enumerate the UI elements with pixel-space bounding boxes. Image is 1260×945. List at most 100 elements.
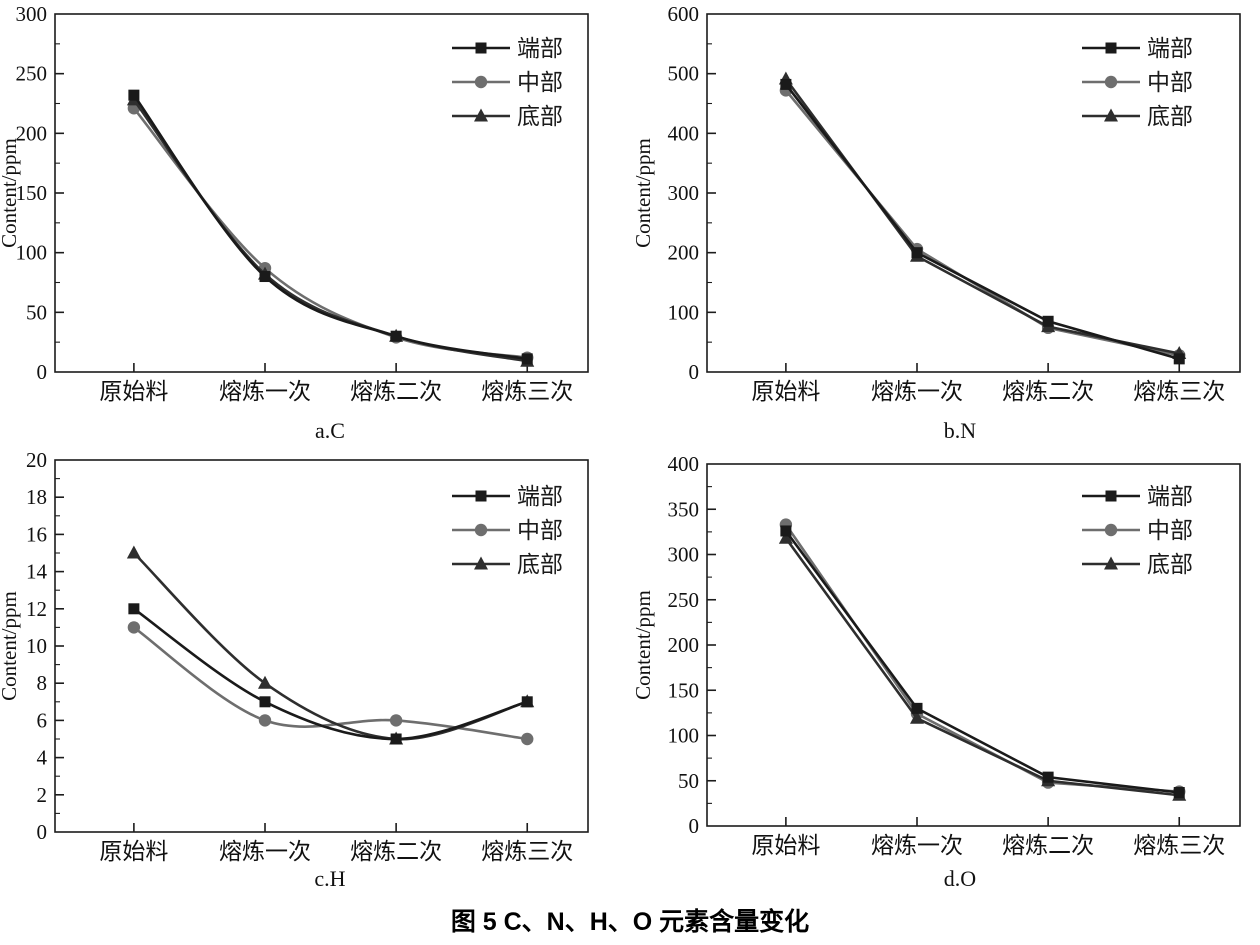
- x-tick-label: 熔炼三次: [1133, 833, 1225, 858]
- chart-a-carbon: 0 50 100 150 200 250 300 原始料 熔炼一次 熔炼二次 熔炼三次 Content…: [0, 0, 630, 448]
- plot-area: 0 2 4 6 8 10 12 14 16 18 20 原始料 熔炼一次 熔炼二次 熔炼三次 Content/…: [0, 448, 589, 864]
- y-tick-label: 150: [16, 181, 48, 205]
- circle-marker: [521, 732, 534, 746]
- x-tick-label: 原始料: [99, 379, 168, 404]
- square-marker: [1173, 787, 1185, 799]
- y-tick-label: 6: [37, 708, 48, 732]
- plot-area: 0 50 100 150 200 250 300 原始料 熔炼一次 熔炼二次 熔炼三次 Content…: [0, 2, 589, 404]
- series-square-line: [784, 530, 1180, 794]
- square-marker: [780, 78, 792, 90]
- square-marker: [475, 42, 487, 54]
- square-marker: [780, 525, 792, 537]
- y-tick-label: 400: [668, 121, 700, 145]
- legend-label: 中部: [1147, 70, 1193, 95]
- triangle-marker: [1104, 556, 1118, 570]
- y-tick-label: 50: [26, 300, 47, 324]
- square-marker: [521, 696, 533, 708]
- x-tick-label: 熔炼二次: [1002, 833, 1094, 858]
- y-axis-title: Content/ppm: [631, 590, 655, 700]
- y-tick-label: 0: [689, 360, 700, 384]
- legend-label: 底部: [517, 104, 563, 129]
- y-tick-label: 12: [26, 597, 47, 621]
- x-tick-label: 熔炼二次: [350, 379, 442, 404]
- legend-label: 端部: [1147, 36, 1193, 61]
- plot-border: [54, 13, 589, 373]
- y-tick-label: 200: [668, 241, 700, 265]
- triangle-marker: [778, 530, 793, 544]
- circle-marker: [1104, 523, 1118, 537]
- y-axis-title: Content/ppm: [0, 591, 21, 701]
- chart-c-hydrogen-canvas: 0 2 4 6 8 10 12 14 16 18 20 原始料 熔炼一次 熔炼二次 熔炼三次 Content/…: [0, 448, 589, 864]
- chart-a-subtitle: a.C: [315, 418, 345, 443]
- circle-marker: [1104, 75, 1118, 89]
- x-tick-label: 熔炼三次: [481, 839, 573, 864]
- x-tick-label: 熔炼一次: [871, 833, 963, 858]
- plot-border: [54, 459, 589, 833]
- y-tick-label: 300: [668, 181, 700, 205]
- square-marker: [390, 330, 402, 342]
- legend-label: 端部: [517, 484, 563, 509]
- plot-area: 0 100 200 300 400 500 600 原始料 熔炼一次 熔炼二次 熔炼三次 Conten…: [631, 2, 1241, 404]
- x-tick-label: 熔炼一次: [219, 839, 311, 864]
- y-tick-label: 20: [26, 448, 47, 472]
- series-triangle-line: [784, 537, 1180, 797]
- chart-c-subtitle: c.H: [314, 866, 346, 891]
- circle-marker: [474, 75, 488, 89]
- x-tick-label: 熔炼一次: [219, 379, 311, 404]
- plot-border: [706, 463, 1241, 827]
- x-tick-label: 熔炼三次: [1133, 379, 1225, 404]
- chart-d-subtitle: d.O: [943, 866, 977, 891]
- y-tick-label: 16: [26, 522, 47, 546]
- square-marker: [1105, 42, 1117, 54]
- y-tick-label: 100: [668, 300, 700, 324]
- y-tick-label: 8: [37, 671, 48, 695]
- x-tick-label: 熔炼二次: [350, 839, 442, 864]
- y-tick-label: 10: [26, 634, 47, 658]
- y-tick-label: 350: [668, 497, 700, 521]
- y-tick-label: 4: [37, 746, 48, 770]
- square-marker: [259, 271, 271, 283]
- figure-grid: 0 50 100 150 200 250 300 原始料 熔炼一次 熔炼二次 熔炼三次 Content…: [0, 0, 1260, 896]
- square-marker: [128, 603, 140, 615]
- y-tick-label: 200: [16, 121, 48, 145]
- series-square-line: [132, 94, 528, 361]
- triangle-marker: [258, 675, 273, 689]
- square-marker: [259, 696, 271, 708]
- square-marker: [128, 89, 140, 101]
- y-tick-label: 150: [668, 678, 700, 702]
- y-tick-label: 300: [16, 2, 48, 26]
- x-tick-label: 原始料: [751, 379, 820, 404]
- legend-label: 端部: [517, 36, 563, 61]
- square-marker: [911, 702, 923, 714]
- plot-area: 0 50 100 150 200 250 300 350 400 原始料 熔炼一次 熔炼二次 熔炼三次 C…: [631, 452, 1241, 858]
- chart-d-oxygen-canvas: 0 50 100 150 200 250 300 350 400 原始料 熔炼一次 熔炼二次 熔炼三次 C…: [631, 452, 1241, 858]
- square-marker: [1173, 353, 1185, 365]
- y-tick-label: 50: [678, 769, 699, 793]
- x-tick-label: 熔炼三次: [481, 379, 573, 404]
- square-marker: [1042, 315, 1054, 327]
- y-axis-title: Content/ppm: [631, 138, 655, 248]
- chart-b-nitrogen-canvas: 0 100 200 300 400 500 600 原始料 熔炼一次 熔炼二次 熔炼三次 Conten…: [631, 2, 1241, 404]
- x-tick-label: 熔炼二次: [1002, 379, 1094, 404]
- chart-d-oxygen: 0 50 100 150 200 250 300 350 400 原始料 熔炼一次 熔炼二次 熔炼三次 C…: [630, 448, 1260, 896]
- square-marker: [1105, 490, 1117, 502]
- series-square-line: [133, 607, 528, 741]
- y-tick-label: 250: [16, 62, 48, 86]
- x-tick-label: 原始料: [751, 833, 820, 858]
- y-tick-label: 18: [26, 485, 47, 509]
- square-marker: [911, 247, 923, 259]
- circle-marker: [258, 714, 272, 727]
- y-tick-label: 100: [16, 241, 48, 265]
- triangle-marker: [474, 108, 488, 122]
- plot-border: [706, 13, 1241, 373]
- triangle-marker: [1104, 108, 1118, 122]
- y-tick-label: 0: [37, 360, 48, 384]
- y-tick-label: 14: [26, 560, 48, 584]
- square-marker: [475, 490, 487, 502]
- triangle-marker: [910, 710, 925, 724]
- y-tick-label: 2: [37, 783, 48, 807]
- x-tick-label: 熔炼一次: [871, 379, 963, 404]
